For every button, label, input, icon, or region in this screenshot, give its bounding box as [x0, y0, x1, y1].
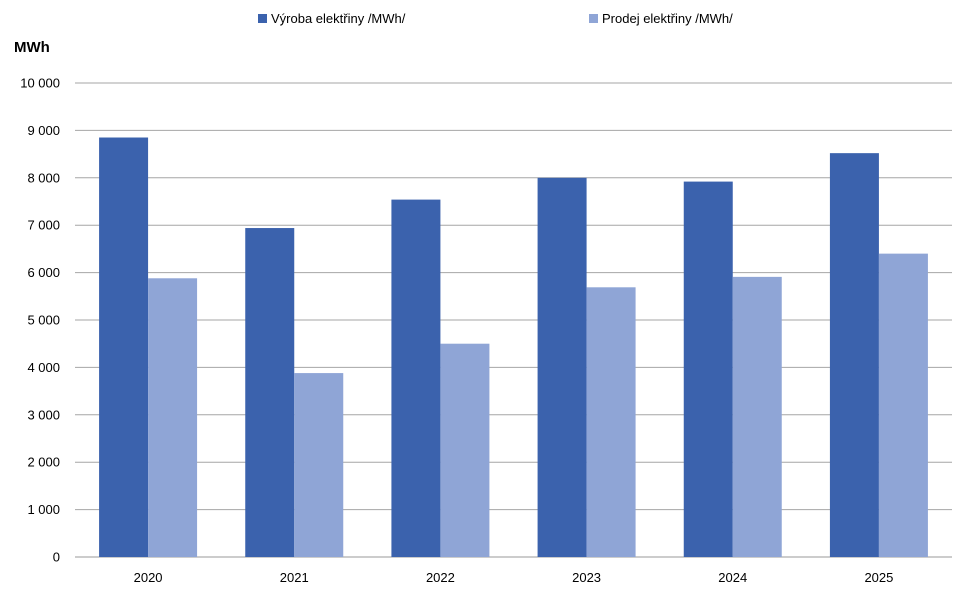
- legend: Výroba elektřiny /MWh/Prodej elektřiny /…: [258, 11, 733, 26]
- y-tick-label: 6 000: [27, 265, 60, 280]
- axes: 0 1 000 2 000 3 000 4 000 5 000 6 000 7 000 8 00…: [20, 76, 893, 586]
- y-tick-label: 10 000: [20, 76, 60, 91]
- gridlines: [75, 82, 952, 558]
- y-tick-label: 3 000: [27, 407, 60, 422]
- bar-vyroba-2025: [829, 153, 879, 558]
- x-tick-label: 2024: [718, 570, 747, 585]
- y-tick-label: 8 000: [27, 170, 60, 185]
- bar-prodej-2022: [440, 343, 490, 557]
- bar-prodej-2025: [878, 253, 928, 557]
- bars: [99, 137, 928, 558]
- y-tick-label: 5 000: [27, 313, 60, 328]
- y-axis-unit-label: MWh: [14, 39, 50, 56]
- y-tick-label: 7 000: [27, 218, 60, 233]
- bar-prodej-2023: [586, 287, 636, 557]
- y-tick-label: 2 000: [27, 455, 60, 470]
- x-tick-label: 2020: [134, 570, 163, 585]
- bar-prodej-2020: [148, 278, 198, 557]
- legend-label: Výroba elektřiny /MWh/: [271, 11, 406, 26]
- bar-vyroba-2022: [391, 199, 441, 557]
- bar-vyroba-2020: [99, 137, 149, 557]
- x-tick-label: 2025: [864, 570, 893, 585]
- y-tick-label: 0: [53, 550, 60, 565]
- bar-prodej-2021: [294, 373, 344, 557]
- x-tick-label: 2021: [280, 570, 309, 585]
- y-tick-label: 1 000: [27, 502, 60, 517]
- y-tick-label: 4 000: [27, 360, 60, 375]
- x-tick-label: 2023: [572, 570, 601, 585]
- bar-prodej-2024: [732, 276, 782, 557]
- bar-vyroba-2021: [245, 228, 295, 557]
- x-tick-label: 2022: [426, 570, 455, 585]
- legend-swatch: [258, 14, 267, 23]
- bar-vyroba-2023: [537, 177, 587, 558]
- y-tick-label: 9 000: [27, 123, 60, 138]
- bar-vyroba-2024: [683, 181, 733, 558]
- legend-label: Prodej elektřiny /MWh/: [602, 11, 733, 26]
- legend-swatch: [589, 14, 598, 23]
